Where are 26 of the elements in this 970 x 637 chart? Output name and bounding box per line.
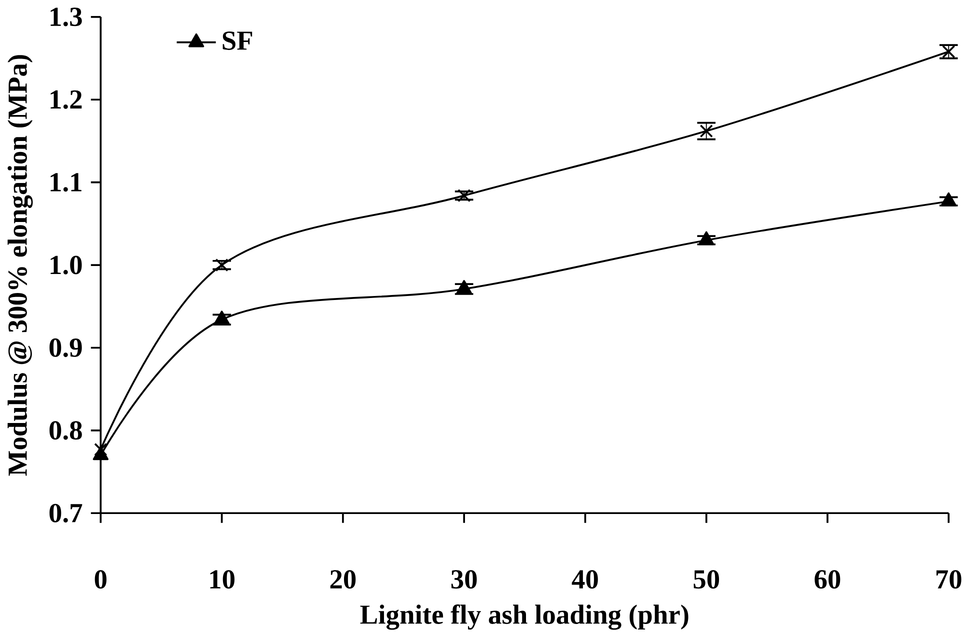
y-tick-label: 0.7 <box>50 504 82 522</box>
point <box>215 258 228 272</box>
point <box>942 44 956 58</box>
x-tick-label: 40 <box>572 570 598 588</box>
x-tick-label: 50 <box>694 570 720 588</box>
point <box>698 231 714 245</box>
y-tick-label: 1.3 <box>50 7 82 26</box>
x-tick-label: 30 <box>451 570 477 588</box>
point <box>458 188 471 202</box>
point <box>940 192 956 206</box>
x-tick-label: 0 <box>94 570 106 588</box>
point <box>214 310 230 324</box>
point <box>456 280 472 294</box>
x-axis-title: Lignite fly ash loading (phr) <box>360 604 688 630</box>
y-tick-label: 1.0 <box>50 256 82 274</box>
legend-label: SF <box>222 31 252 50</box>
x-tick-label: 60 <box>814 570 840 588</box>
x-tick-label: 70 <box>936 570 962 588</box>
y-tick-label: 1.2 <box>50 90 82 109</box>
x-tick-label: 10 <box>210 570 234 588</box>
y-tick-label: 0.8 <box>50 420 82 440</box>
y-axis-title: Modulus @ 300% elongation (MPa) <box>8 54 33 476</box>
point <box>700 124 713 138</box>
x-tick-label: 20 <box>330 570 356 588</box>
y-tick-label: 0.9 <box>50 338 82 357</box>
y-tick-label: 1.1 <box>50 172 82 192</box>
